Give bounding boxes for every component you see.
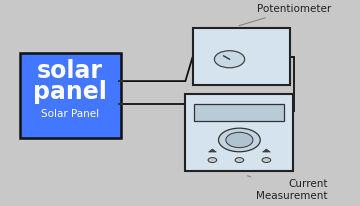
- FancyBboxPatch shape: [118, 103, 123, 105]
- Text: Potentiometer: Potentiometer: [239, 4, 331, 26]
- Text: Current
Measurement: Current Measurement: [247, 176, 328, 201]
- Polygon shape: [262, 149, 270, 152]
- Polygon shape: [208, 149, 216, 152]
- FancyBboxPatch shape: [20, 53, 121, 138]
- Text: solar
panel: solar panel: [33, 59, 107, 104]
- Circle shape: [226, 132, 253, 148]
- FancyBboxPatch shape: [194, 104, 284, 121]
- Circle shape: [219, 128, 260, 152]
- Circle shape: [262, 158, 271, 163]
- Text: Solar Panel: Solar Panel: [41, 109, 99, 119]
- FancyBboxPatch shape: [185, 94, 293, 171]
- FancyBboxPatch shape: [118, 80, 123, 82]
- FancyBboxPatch shape: [193, 28, 290, 85]
- Circle shape: [215, 51, 245, 68]
- Circle shape: [208, 158, 217, 163]
- Circle shape: [235, 158, 244, 163]
